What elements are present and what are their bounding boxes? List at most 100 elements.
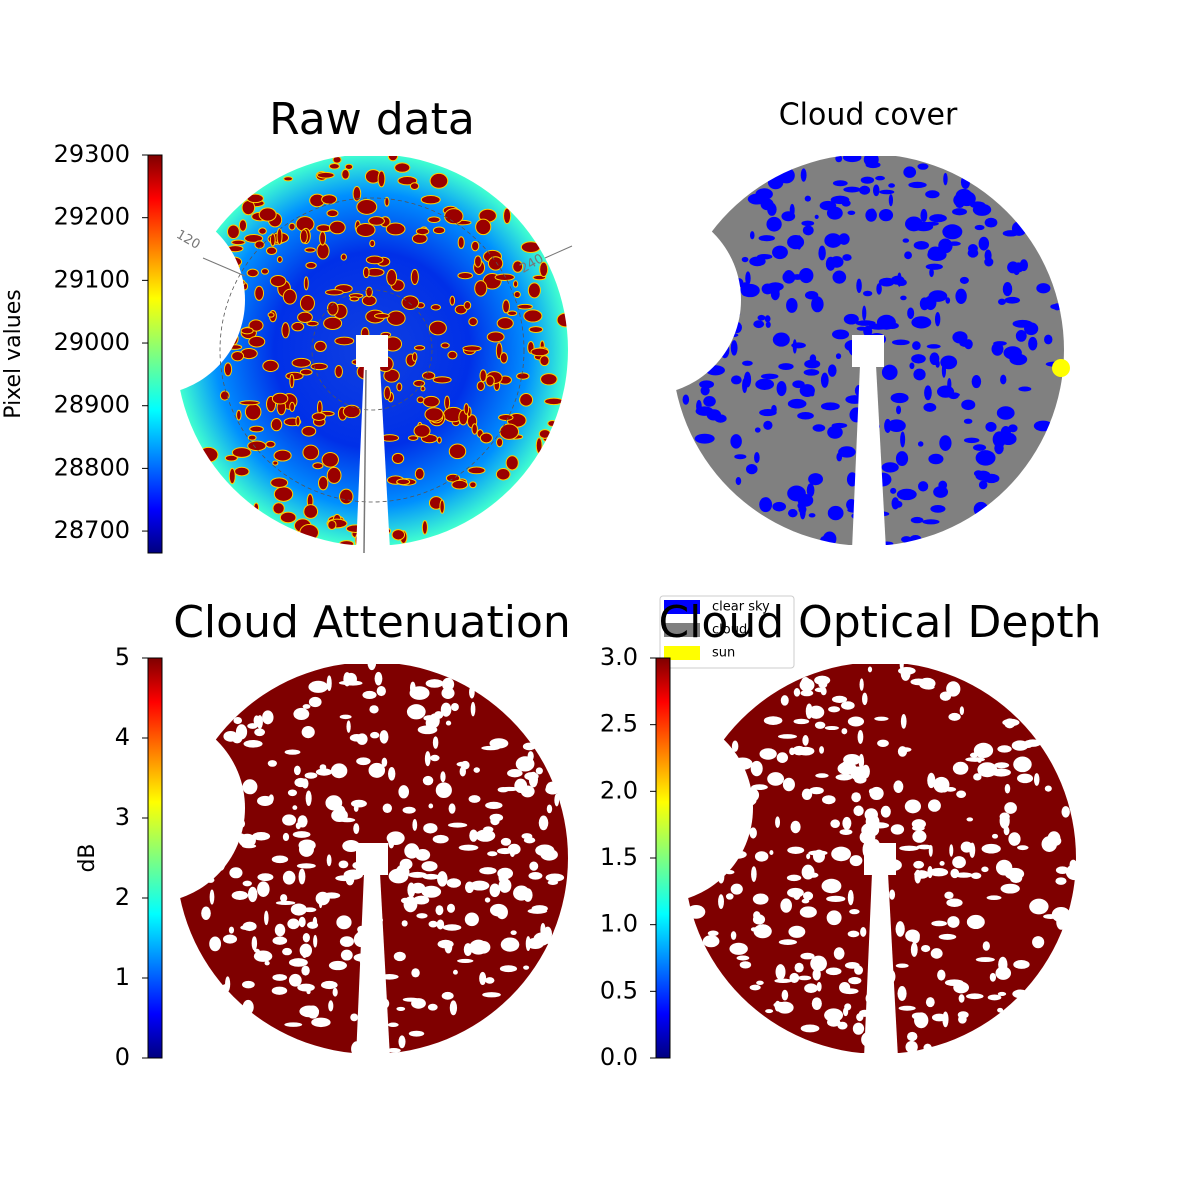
cloud-blob: [942, 224, 963, 240]
cloud-blob: [856, 326, 868, 331]
cloud-blob: [228, 467, 236, 485]
cloud-blob: [784, 270, 794, 280]
cloud-blob: [325, 289, 344, 296]
cloud-blob: [323, 316, 343, 330]
cloud-blob: [863, 452, 878, 462]
cloud-blob: [513, 290, 521, 299]
cloud-blob: [824, 233, 842, 248]
cloud-blob: [939, 435, 952, 451]
legend-label: sun: [712, 646, 735, 661]
cloud-blob: [272, 936, 288, 945]
cloud-blob: [724, 814, 742, 830]
cloud-blob: [794, 962, 804, 973]
cloud-blob: [387, 150, 399, 162]
cloud-blob: [350, 799, 367, 808]
cloud-blob: [868, 531, 878, 544]
cloud-blob: [948, 241, 961, 246]
cloud-blob: [977, 757, 982, 763]
cloud-blob: [226, 245, 244, 253]
cloud-blob: [944, 979, 964, 987]
cloud-blob: [705, 365, 725, 376]
cloud-blob: [858, 438, 865, 450]
cloud-blob: [745, 271, 751, 286]
colorbar: [147, 657, 163, 1059]
cloud-blob: [720, 342, 730, 359]
cloud-blob: [857, 730, 864, 744]
cloud-blob: [847, 210, 856, 215]
cloud-blob: [528, 326, 544, 334]
panel-title: Cloud cover: [779, 98, 958, 133]
cloud-blob: [234, 466, 250, 477]
cloud-blob: [410, 268, 419, 286]
cloud-blob: [899, 658, 904, 670]
colorbar-tick-label: 28900: [54, 391, 130, 419]
cloud-blob: [731, 740, 739, 752]
cloud-blob: [471, 423, 478, 435]
cloud-blob: [730, 434, 742, 449]
cloud-blob: [538, 815, 549, 831]
cloud-blob: [413, 895, 430, 905]
cloud-blob: [703, 937, 710, 943]
cloud-blob: [814, 214, 819, 219]
cloud-blob: [917, 163, 929, 170]
cloud-blob: [878, 943, 890, 950]
cloud-blob: [881, 364, 898, 381]
cloud-blob: [364, 340, 375, 355]
cloud-blob: [282, 870, 296, 885]
cloud-blob: [527, 908, 548, 914]
cloud-blob: [473, 767, 480, 773]
cloud-blob: [812, 424, 826, 432]
cloud-blob: [313, 934, 318, 948]
cloud-blob: [305, 790, 312, 807]
cloud-blob: [955, 288, 967, 304]
cloud-blob: [382, 803, 392, 813]
cloud-blob: [225, 976, 231, 992]
colorbar-tick-label: 0.5: [600, 976, 638, 1004]
cloud-blob: [790, 820, 801, 834]
cloud-blob: [800, 952, 815, 960]
cloud-blob: [920, 944, 931, 953]
cloud-blob: [379, 527, 392, 535]
cloud-blob: [375, 864, 381, 878]
cloud-blob: [269, 275, 287, 288]
cloud-blob: [950, 868, 960, 879]
cloud-blob: [959, 276, 969, 284]
cloud-blob: [427, 1003, 438, 1011]
cloud-blob: [457, 958, 474, 963]
cloud-blob: [339, 936, 354, 947]
cloud-blob: [469, 829, 478, 842]
cloud-blob: [444, 395, 451, 410]
cloud-blob: [512, 260, 524, 273]
cloud-blob: [439, 499, 445, 514]
cloud-blob: [367, 654, 377, 671]
cloud-blob: [391, 452, 405, 464]
cloud-blob: [304, 772, 318, 779]
cloud-blob: [732, 757, 753, 770]
cloud-blob: [209, 889, 215, 905]
cloud-blob: [231, 832, 246, 840]
cloud-blob: [321, 451, 339, 468]
cloud-blob: [287, 789, 298, 797]
sun-marker: [1052, 359, 1070, 377]
cloud-blob: [298, 841, 314, 857]
colorbar-tick-label: 28800: [54, 453, 130, 481]
cloud-blob: [902, 238, 910, 243]
cloud-blob: [244, 233, 264, 243]
cloud-blob: [247, 434, 257, 441]
cloud-blob: [802, 225, 814, 236]
cloud-blob: [375, 997, 381, 1006]
cloud-blob: [912, 825, 925, 832]
cloud-blob: [923, 1043, 932, 1053]
cloud-blob: [808, 513, 816, 518]
cloud-blob: [812, 968, 821, 981]
cloud-blob: [804, 195, 811, 202]
cloud-blob: [982, 941, 990, 951]
cloud-blob: [522, 742, 536, 751]
polar-spoke: [544, 245, 573, 259]
cloud-blob: [365, 861, 376, 870]
cloud-blob: [830, 819, 840, 828]
cloud-blob: [173, 850, 191, 867]
cloud-blob: [449, 1000, 458, 1016]
cloud-blob: [914, 870, 929, 879]
cloud-blob: [421, 520, 428, 535]
